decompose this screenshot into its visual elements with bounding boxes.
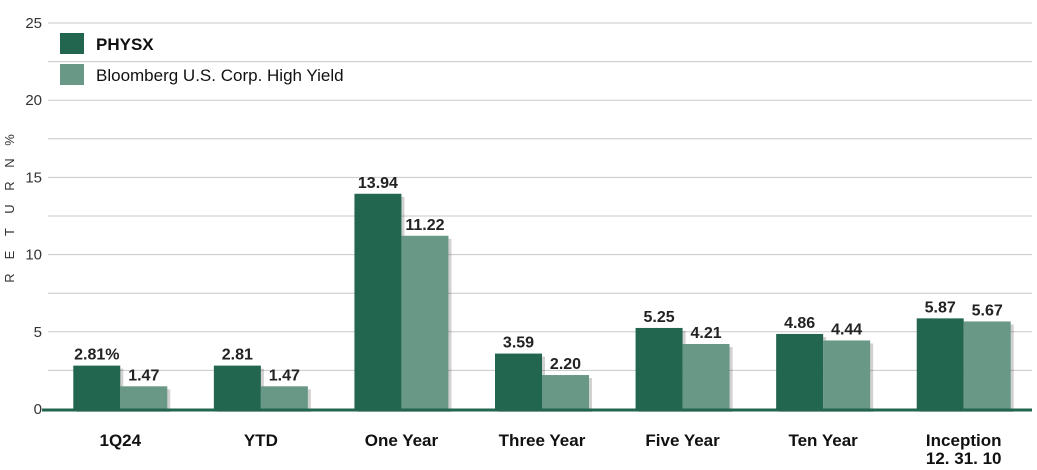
bar-physx	[776, 333, 824, 409]
data-label: 3.59	[503, 335, 534, 352]
bar-benchmark	[401, 235, 449, 409]
y-axis: 0 5 10 15 20 25	[25, 15, 42, 418]
data-label: 1.47	[128, 367, 159, 384]
bar-physx	[916, 318, 964, 409]
x-tick-label: Three Year	[499, 431, 586, 450]
y-axis-label-letter: N	[2, 158, 17, 167]
bars	[73, 193, 1014, 412]
x-tick-label: YTD	[244, 431, 278, 450]
y-tick-label: 10	[25, 247, 42, 264]
data-label: 1.47	[269, 367, 300, 384]
data-label: 2.81	[222, 347, 253, 364]
y-axis-label-letter: R	[2, 273, 17, 282]
x-axis: 1Q24 YTD One Year Three Year Five Year Ten Ye…	[99, 431, 1001, 468]
y-tick-label: 20	[25, 92, 42, 109]
data-label: 4.86	[784, 315, 815, 332]
bar-physx	[213, 365, 261, 409]
y-axis-label-letter: %	[2, 134, 17, 146]
y-tick-label: 5	[34, 324, 42, 341]
y-axis-label: R E T U R N%	[2, 134, 17, 283]
data-label: 11.22	[405, 217, 444, 234]
data-labels: 2.81% 2.81 13.94 3.59 5.25 4.86 5.87 1.47 1.47 11…	[74, 175, 1003, 385]
y-tick-label: 15	[25, 169, 42, 186]
data-label: 5.67	[972, 302, 1003, 319]
bar-physx	[354, 193, 402, 409]
y-axis-label-letter: U	[2, 204, 17, 213]
bar-physx	[73, 365, 121, 409]
data-label: 5.25	[644, 309, 675, 326]
bar-physx	[635, 327, 683, 409]
legend-label: PHYSX	[96, 35, 154, 54]
bar-benchmark	[260, 386, 308, 409]
y-tick-label: 0	[34, 401, 42, 418]
data-label: 13.94	[358, 175, 398, 192]
legend-swatch	[60, 64, 84, 85]
data-label: 4.21	[691, 325, 722, 342]
bar-benchmark	[682, 343, 730, 409]
bar-benchmark	[120, 386, 168, 409]
x-tick-label: Five Year	[645, 431, 720, 450]
data-label: 2.20	[550, 356, 581, 373]
x-tick-label: 12. 31. 10	[926, 449, 1002, 468]
data-label: 2.81%	[74, 347, 119, 364]
bar-benchmark	[963, 321, 1011, 409]
x-tick-label: Ten Year	[788, 431, 858, 450]
y-axis-label-letter: E	[2, 250, 17, 259]
y-axis-label-letter: R	[2, 181, 17, 190]
x-tick-label: Inception	[926, 431, 1002, 450]
x-tick-label: 1Q24	[99, 431, 141, 450]
legend: PHYSX Bloomberg U.S. Corp. High Yield	[60, 33, 344, 85]
gridlines	[48, 22, 1032, 410]
legend-label: Bloomberg U.S. Corp. High Yield	[96, 66, 344, 85]
x-tick-label: One Year	[365, 431, 439, 450]
legend-swatch	[60, 33, 84, 54]
y-tick-label: 25	[25, 15, 42, 32]
data-label: 5.87	[925, 299, 956, 316]
bar-benchmark	[542, 375, 589, 409]
y-axis-label-letter: T	[2, 228, 17, 236]
bar-benchmark	[823, 340, 871, 409]
data-label: 4.44	[831, 321, 862, 338]
bar-physx	[495, 353, 542, 409]
